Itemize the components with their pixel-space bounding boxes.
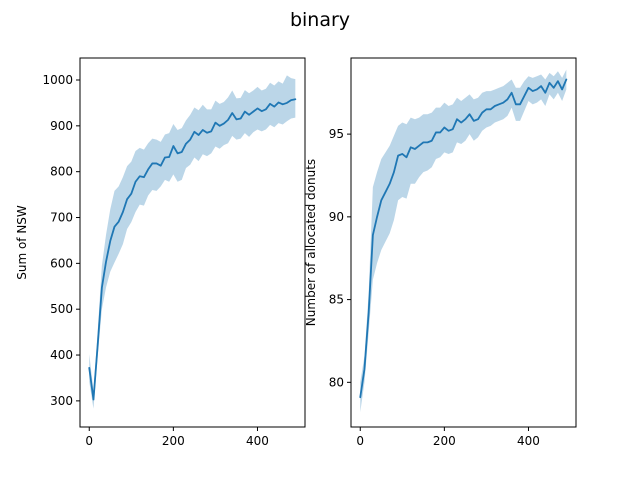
y-tick-label: 500: [50, 302, 73, 316]
x-tick-label: 0: [356, 434, 364, 448]
plot-sum-of-nsw: 0 200 400 300 400 500 600 700 800 900 1000 Sum of N…: [15, 57, 306, 448]
axes-frame: [79, 57, 306, 428]
y-tick-label: 80: [329, 375, 344, 389]
y-axis-label: Number of allocated donuts: [304, 159, 318, 326]
figure-title: binary: [290, 9, 350, 31]
plot-allocated-donuts: 0 200 400 80 85 90 95 Number of allocated donut…: [304, 57, 577, 448]
y-tick-label: 800: [50, 165, 73, 179]
y-tick-label: 85: [329, 293, 344, 307]
x-tick-label: 200: [162, 434, 185, 448]
x-tick-label: 200: [433, 434, 456, 448]
confidence-band: [360, 69, 567, 413]
y-tick-label: 1000: [42, 73, 73, 87]
x-tick-label: 0: [85, 434, 93, 448]
y-tick-label: 90: [329, 210, 344, 224]
x-tick-label: 400: [517, 434, 540, 448]
x-tick-label: 400: [246, 434, 269, 448]
y-tick-label: 600: [50, 256, 73, 270]
y-axis-label: Sum of NSW: [15, 205, 29, 280]
axes-frame: [350, 57, 577, 428]
y-tick-label: 900: [50, 119, 73, 133]
y-tick-label: 300: [50, 394, 73, 408]
mean-line: [359, 78, 568, 399]
y-tick-label: 700: [50, 211, 73, 225]
y-tick-label: 95: [329, 127, 344, 141]
confidence-band: [89, 75, 296, 409]
mean-line: [88, 98, 297, 401]
y-tick-label: 400: [50, 348, 73, 362]
